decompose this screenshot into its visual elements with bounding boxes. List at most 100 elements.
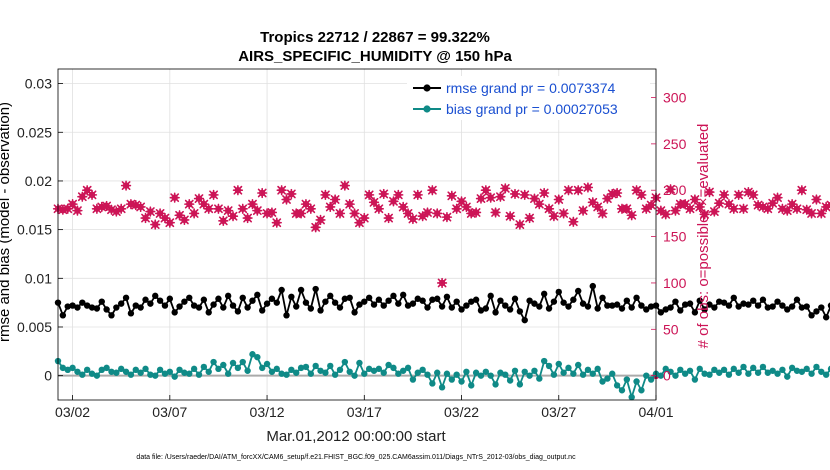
y-right-tick-label: 0 (663, 368, 671, 384)
bias-point (584, 366, 592, 374)
obs-possible-point (83, 187, 91, 194)
rmse-point (750, 297, 757, 304)
rmse-point (404, 302, 412, 309)
obs-possible-point (341, 182, 349, 189)
y-left-axis-label: rmse and bias (model - observation) (0, 102, 13, 342)
bias-point (745, 370, 752, 377)
rmse-point (166, 295, 174, 302)
rmse-point (137, 304, 144, 311)
obs-possible-point (555, 196, 562, 203)
obs-possible-point (813, 196, 820, 203)
rmse-point (424, 304, 431, 311)
bias-point (774, 370, 781, 377)
rmse-point (161, 302, 169, 309)
bias-point (83, 366, 91, 374)
bias-point (171, 373, 178, 380)
bias-point (604, 375, 611, 382)
bias-point (419, 366, 426, 374)
bias-point (317, 367, 324, 374)
rmse-point (555, 288, 562, 296)
obs-possible-point (409, 215, 417, 223)
bias-point (511, 367, 519, 374)
bias-point (555, 360, 562, 368)
bias-point (579, 371, 587, 378)
rmse-point (64, 303, 71, 310)
rmse-point (570, 296, 577, 303)
obs-possible-point (307, 205, 315, 212)
rmse-point (764, 304, 772, 311)
obs-possible-point (254, 207, 261, 214)
legend: rmse grand pr = 0.0073374 bias grand pr … (407, 76, 650, 120)
obs-possible-point (424, 209, 431, 216)
rmse-point (341, 295, 349, 302)
rmse-point (691, 309, 699, 316)
bias-point (677, 366, 684, 374)
bias-point (258, 364, 266, 372)
bias-point (74, 368, 81, 375)
obs-possible-point (706, 188, 713, 196)
bias-point (672, 372, 679, 379)
rmse-point (200, 296, 208, 303)
bias-point (438, 384, 446, 391)
bias-point (79, 371, 86, 378)
bias-point (409, 376, 417, 383)
bias-point (443, 370, 451, 377)
rmse-point (502, 302, 509, 309)
rmse-point (59, 312, 67, 319)
bias-point (263, 360, 271, 368)
obs-possible-point (361, 214, 368, 222)
y-left-tick-label: 0.01 (25, 270, 52, 286)
obs-possible-point (774, 194, 781, 201)
bias-point (502, 371, 509, 378)
obs-possible-point (681, 200, 689, 208)
rmse-point (312, 285, 319, 293)
obs-possible-point (244, 214, 251, 222)
rmse-point (249, 297, 256, 304)
rmse-point (205, 309, 212, 316)
obs-possible-point (506, 212, 514, 220)
obs-possible-point (404, 210, 412, 217)
rmse-point (827, 302, 830, 309)
obs-possible-point (69, 200, 76, 208)
rmse-point (725, 302, 733, 309)
bias-point (633, 378, 640, 385)
rmse-point (706, 301, 713, 308)
obs-possible-point (827, 202, 830, 209)
rmse-point (647, 303, 655, 310)
rmse-point (754, 302, 762, 309)
obs-possible-point (220, 217, 227, 225)
x-tick-label: 03/07 (152, 404, 187, 420)
bias-point (750, 364, 757, 372)
obs-possible-point (147, 208, 154, 215)
rmse-point (147, 300, 154, 307)
rmse-point (798, 304, 806, 311)
obs-possible-point (166, 219, 174, 226)
bias-point (210, 358, 217, 366)
legend-rmse-marker (423, 84, 431, 92)
rmse-point (589, 282, 596, 290)
bias-point (288, 366, 295, 374)
bias-point (137, 369, 144, 376)
obs-possible-point (283, 196, 290, 203)
rmse-point (609, 302, 616, 309)
rmse-point (540, 290, 548, 298)
y-left-tick-label: 0 (44, 368, 52, 384)
rmse-point (273, 299, 280, 306)
rmse-point (526, 297, 533, 304)
bias-point (463, 368, 470, 375)
bias-point (531, 367, 538, 374)
obs-possible-point (550, 212, 558, 220)
bias-point (764, 369, 772, 376)
obs-possible-point (64, 205, 71, 212)
obs-possible-point (623, 205, 631, 212)
obs-possible-point (258, 189, 266, 197)
rmse-point (720, 299, 728, 306)
obs-possible-point (375, 205, 383, 212)
rmse-point (351, 309, 358, 316)
obs-possible-point (575, 187, 582, 194)
rmse-point (657, 309, 665, 316)
rmse-point (822, 314, 830, 321)
rmse-point (434, 295, 441, 302)
y-left-tick-label: 0.025 (17, 124, 52, 140)
obs-possible-point (74, 207, 81, 214)
